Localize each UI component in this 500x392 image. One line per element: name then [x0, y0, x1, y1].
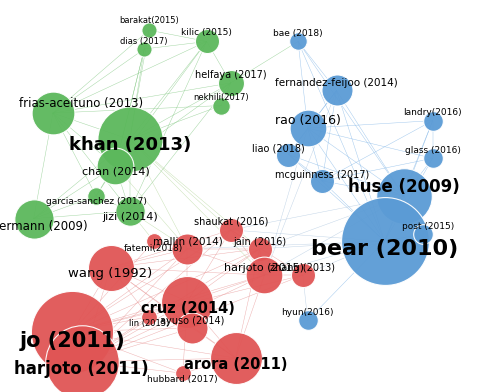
Text: post (2015): post (2015) — [402, 222, 454, 231]
Text: harjoto (2015): harjoto (2015) — [224, 263, 304, 273]
Text: garcia-sanchez (2017): garcia-sanchez (2017) — [46, 197, 146, 206]
Point — [78, 359, 86, 365]
Point — [232, 355, 239, 361]
Text: ayuso (2014): ayuso (2014) — [160, 316, 224, 326]
Text: landry(2016): landry(2016) — [404, 108, 462, 117]
Text: cruz (2014): cruz (2014) — [140, 301, 234, 316]
Point — [428, 118, 436, 124]
Text: arora (2011): arora (2011) — [184, 358, 288, 372]
Point — [227, 80, 235, 86]
Text: zhang (2013): zhang (2013) — [270, 263, 336, 273]
Text: hyun(2016): hyun(2016) — [282, 309, 334, 318]
Text: liao (2018): liao (2018) — [252, 144, 305, 154]
Text: jo (2011): jo (2011) — [19, 331, 125, 351]
Text: lin (2015): lin (2015) — [129, 319, 169, 328]
Point — [188, 325, 196, 331]
Text: glass (2016): glass (2016) — [405, 145, 460, 154]
Text: nekhili(2017): nekhili(2017) — [194, 93, 249, 102]
Text: mcguinness (2017): mcguinness (2017) — [275, 170, 369, 180]
Text: frias-aceituno (2013): frias-aceituno (2013) — [19, 97, 144, 110]
Text: huse (2009): huse (2009) — [348, 178, 460, 196]
Point — [304, 125, 312, 131]
Point — [126, 208, 134, 214]
Point — [49, 110, 57, 116]
Text: mallin (2014): mallin (2014) — [152, 237, 222, 247]
Text: jain (2016): jain (2016) — [233, 237, 286, 247]
Text: chan (2014): chan (2014) — [82, 167, 150, 176]
Text: helfaya (2017): helfaya (2017) — [195, 70, 266, 80]
Text: wang (1992): wang (1992) — [68, 267, 152, 280]
Text: rao (2016): rao (2016) — [275, 114, 340, 127]
Text: bae (2018): bae (2018) — [274, 29, 323, 38]
Text: fernandez-feijoo (2014): fernandez-feijoo (2014) — [275, 78, 398, 88]
Point — [284, 151, 292, 158]
Text: barakat(2015): barakat(2015) — [119, 16, 179, 25]
Point — [217, 102, 225, 109]
Text: shaukat (2016): shaukat (2016) — [194, 217, 268, 227]
Point — [202, 38, 210, 45]
Point — [419, 230, 427, 237]
Point — [294, 38, 302, 45]
Point — [178, 370, 186, 376]
Text: kilic (2015): kilic (2015) — [182, 27, 232, 36]
Point — [332, 87, 340, 94]
Point — [106, 265, 114, 271]
Text: harjoto (2011): harjoto (2011) — [14, 360, 149, 378]
Text: fatemi(2018): fatemi(2018) — [124, 243, 184, 252]
Point — [145, 314, 153, 320]
Point — [184, 298, 192, 305]
Point — [150, 238, 158, 244]
Text: dias (2017): dias (2017) — [120, 37, 168, 46]
Point — [140, 46, 148, 52]
Point — [92, 193, 100, 199]
Point — [145, 27, 153, 33]
Point — [112, 163, 120, 169]
Point — [184, 246, 192, 252]
Text: bear (2010): bear (2010) — [311, 239, 458, 259]
Text: khan (2013): khan (2013) — [68, 136, 191, 154]
Point — [126, 136, 134, 143]
Point — [318, 178, 326, 184]
Point — [227, 227, 235, 233]
Point — [428, 155, 436, 162]
Text: hubbard (2017): hubbard (2017) — [148, 375, 218, 384]
Point — [256, 246, 264, 252]
Point — [260, 272, 268, 278]
Point — [304, 317, 312, 323]
Point — [68, 328, 76, 335]
Point — [299, 272, 307, 278]
Text: jizi (2014): jizi (2014) — [102, 212, 158, 222]
Point — [30, 216, 38, 222]
Point — [380, 238, 388, 244]
Point — [400, 193, 408, 199]
Text: lattermann (2009): lattermann (2009) — [0, 220, 88, 233]
